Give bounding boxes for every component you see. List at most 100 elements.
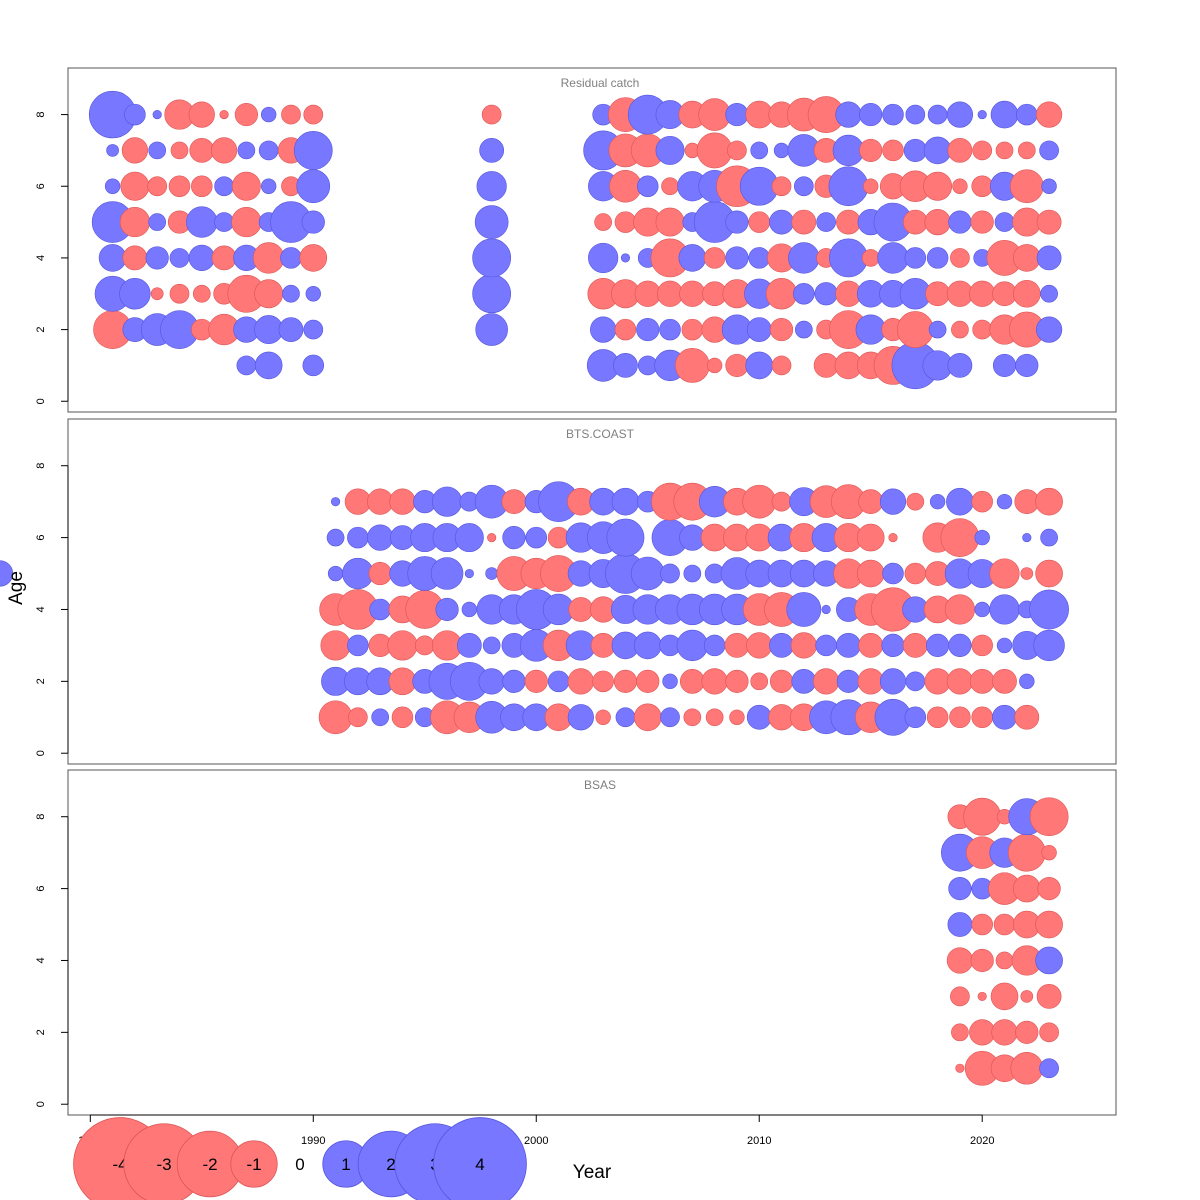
negative-bubble [790, 632, 817, 659]
negative-bubble [727, 140, 747, 161]
positive-bubble [169, 248, 190, 268]
negative-bubble [951, 1023, 969, 1042]
negative-bubble [252, 242, 285, 274]
negative-bubble [303, 104, 324, 125]
y-tick-label: 6 [35, 535, 47, 541]
positive-bubble [293, 131, 333, 170]
negative-bubble [192, 284, 211, 303]
negative-bubble [969, 280, 996, 307]
negative-bubble [594, 213, 612, 231]
negative-bubble [725, 669, 749, 693]
positive-bubble [821, 604, 831, 615]
negative-bubble [769, 669, 794, 693]
y-tick-label: 6 [35, 183, 47, 189]
negative-bubble [971, 913, 993, 936]
negative-bubble [481, 104, 502, 125]
positive-bubble [430, 557, 464, 590]
negative-bubble [769, 317, 794, 342]
negative-bubble [972, 319, 993, 340]
positive-bubble [525, 526, 548, 549]
positive-bubble [369, 598, 391, 621]
negative-bubble [568, 597, 594, 622]
negative-bubble [946, 280, 974, 307]
positive-bubble [927, 104, 948, 125]
negative-bubble [679, 668, 705, 694]
negative-bubble [906, 492, 925, 511]
panel-title: Residual catch [561, 76, 640, 90]
positive-bubble [152, 110, 162, 120]
x-tick-label: 2010 [747, 1135, 771, 1147]
positive-bubble [1022, 533, 1032, 543]
positive-bubble [0, 560, 14, 587]
legend-positive-bubble [433, 1117, 527, 1200]
positive-bubble [296, 169, 331, 204]
positive-bubble [948, 876, 972, 901]
negative-bubble [119, 206, 150, 238]
positive-bubble [660, 563, 680, 584]
positive-bubble [659, 318, 681, 341]
positive-bubble [475, 313, 508, 346]
negative-bubble [995, 951, 1014, 970]
positive-bubble [567, 704, 594, 731]
negative-bubble [771, 491, 792, 512]
negative-bubble [992, 281, 1017, 307]
negative-bubble [318, 700, 353, 735]
legend-label: 4 [475, 1155, 484, 1174]
panel-2: 0 2 4 6 8 BTS.COAST [0, 418, 1117, 765]
positive-bubble [305, 286, 321, 302]
negative-bubble [231, 206, 262, 238]
negative-bubble [972, 140, 993, 161]
negative-bubble [188, 101, 215, 128]
negative-bubble [1014, 704, 1040, 730]
positive-bubble [371, 708, 390, 727]
negative-bubble [348, 707, 368, 728]
positive-bubble [829, 238, 868, 278]
negative-bubble [970, 210, 994, 234]
positive-bubble [750, 141, 769, 160]
negative-bubble [971, 706, 993, 729]
positive-bubble [1019, 673, 1035, 690]
negative-bubble [896, 311, 934, 348]
negative-bubble [388, 667, 417, 696]
negative-bubble [655, 207, 685, 237]
positive-bubble [745, 351, 774, 380]
positive-bubble [816, 212, 836, 232]
panel-title: BSAS [584, 778, 616, 792]
negative-bubble [1017, 141, 1036, 160]
negative-bubble [949, 706, 971, 729]
positive-bubble [836, 669, 861, 693]
negative-bubble [299, 244, 328, 272]
negative-bubble [1020, 567, 1034, 580]
negative-bubble [1035, 487, 1063, 516]
negative-bubble [169, 283, 190, 304]
negative-bubble [120, 171, 150, 201]
panels-group: 0 2 4 6 8 Residual catch 0 2 4 6 8 BTS.COAST 0 2 4 6 8 BS… [0, 67, 1117, 1116]
positive-bubble [258, 140, 279, 161]
negative-bubble [254, 279, 284, 309]
negative-bubble [614, 318, 637, 341]
negative-bubble [970, 948, 994, 973]
positive-bubble [124, 103, 146, 126]
negative-bubble [211, 245, 237, 271]
negative-bubble [993, 913, 1016, 936]
y-tick-label: 2 [35, 327, 47, 333]
y-tick-label: 8 [35, 463, 47, 469]
negative-bubble [813, 353, 839, 378]
negative-bubble [389, 488, 416, 515]
negative-bubble [147, 176, 168, 197]
size-legend: -4-3-2-101234 [73, 1117, 527, 1200]
negative-bubble [1020, 990, 1034, 1003]
positive-bubble [1040, 528, 1058, 547]
positive-bubble [1041, 178, 1057, 194]
panel-3: 0 2 4 6 8 BSAS [35, 769, 1117, 1116]
positive-bubble [977, 110, 987, 120]
negative-bubble [902, 633, 928, 658]
negative-bubble [701, 668, 728, 695]
negative-bubble [946, 947, 974, 974]
y-tick-label: 2 [35, 678, 47, 684]
negative-bubble [950, 248, 970, 268]
positive-bubble [904, 706, 927, 729]
negative-bubble [590, 633, 616, 658]
negative-bubble [725, 353, 749, 378]
positive-bubble [769, 633, 794, 658]
